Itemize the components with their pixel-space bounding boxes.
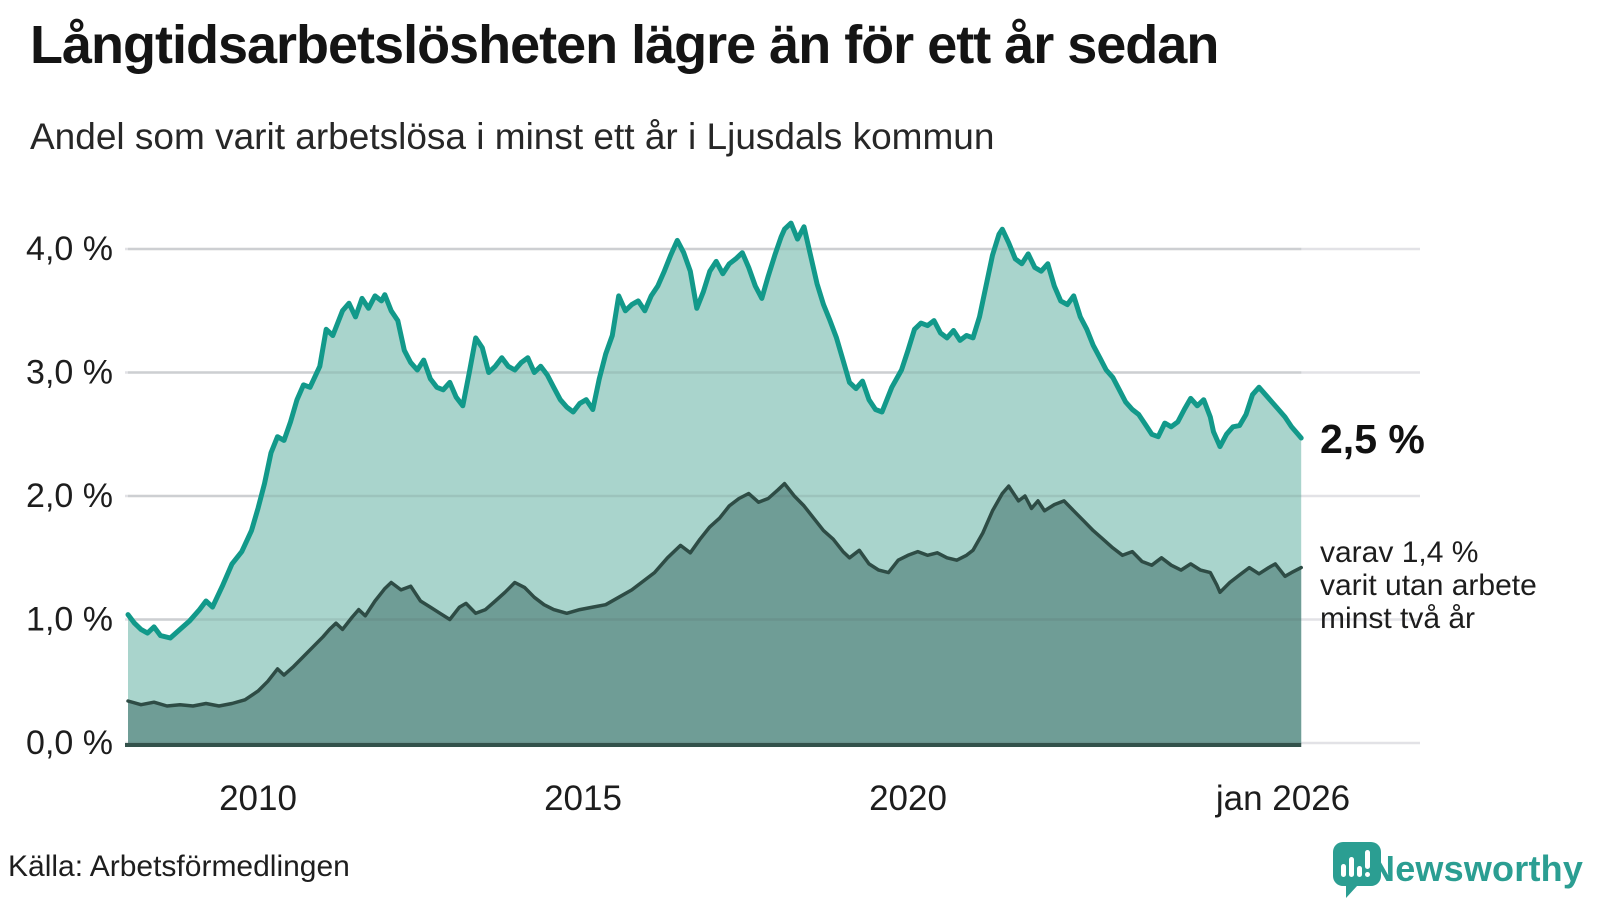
end-value-dark-line3: minst två år bbox=[1320, 602, 1475, 635]
newsworthy-wordmark: Newsworthy bbox=[1369, 848, 1584, 889]
line-two-years bbox=[126, 481, 1303, 708]
y-axis-label-3: 3,0 % bbox=[26, 354, 113, 392]
y-axis-label-1: 1,0 % bbox=[26, 601, 113, 639]
y-axis-label-0: 0,0 % bbox=[26, 724, 113, 762]
chart-speech-bubble-icon bbox=[1333, 842, 1381, 898]
series-lines bbox=[125, 220, 1304, 708]
y-axis-label-2: 2,0 % bbox=[26, 477, 113, 515]
end-value-dark-line1: varav 1,4 % bbox=[1320, 536, 1478, 569]
x-axis-label-2020: 2020 bbox=[869, 779, 947, 818]
newsworthy-logo: Newsworthy bbox=[1333, 842, 1583, 900]
x-axis-label-jan-2026: jan 2026 bbox=[1215, 779, 1350, 818]
series-areas bbox=[128, 223, 1302, 744]
y-axis-label-4: 4,0 % bbox=[26, 230, 113, 268]
source-note: Källa: Arbetsförmedlingen bbox=[8, 850, 350, 883]
end-value-total-label: 2,5 % bbox=[1320, 416, 1425, 462]
page-title: Långtidsarbetslösheten lägre än för ett … bbox=[30, 15, 1219, 75]
x-axis-label-2015: 2015 bbox=[544, 779, 622, 818]
x-axis-label-2010: 2010 bbox=[219, 779, 297, 818]
page-subtitle: Andel som varit arbetslösa i minst ett å… bbox=[30, 116, 995, 157]
area-two-years bbox=[128, 483, 1302, 743]
end-value-dark-line2: varit utan arbete bbox=[1320, 569, 1537, 602]
line-total bbox=[125, 220, 1304, 641]
